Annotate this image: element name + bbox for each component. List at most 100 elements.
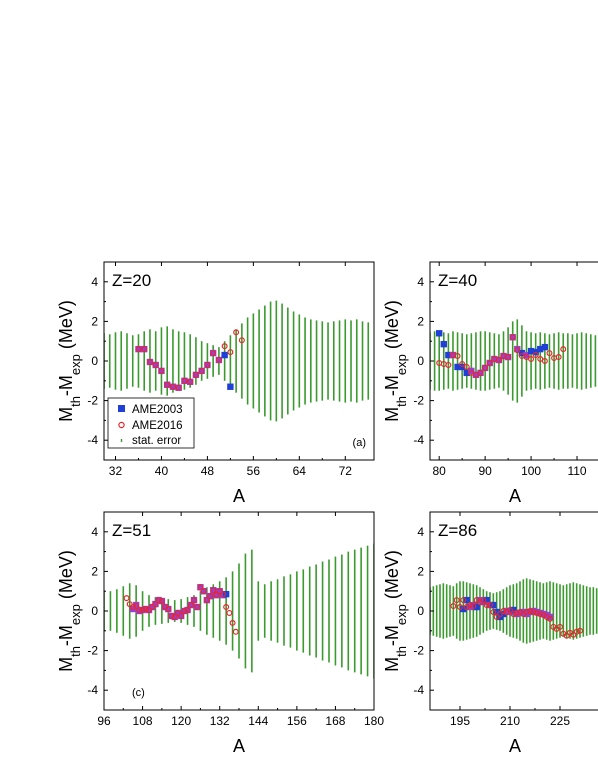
ame2016-point [532,352,539,359]
ame2003-point [203,596,211,604]
ame2016-point [486,359,493,366]
ame2016-point [560,346,567,353]
ame2016-point [480,597,487,604]
ame2003-point [536,609,544,617]
ame2003-point [161,603,169,611]
ame2016-point [169,383,176,390]
ame2003-point [472,371,480,379]
ame2016-point [533,609,540,616]
y-tick-label: 2 [417,564,424,578]
ame2003-point [187,601,194,609]
x-tick-label: 56 [247,464,261,478]
y-tick-label: 4 [417,275,424,289]
z-label: Z=86 [438,521,477,540]
y-tick-label: 4 [417,525,424,539]
ame2003-point [514,345,521,353]
ame2016-point [146,607,153,614]
y-tick-label: -2 [413,644,424,658]
ame2016-point [500,607,507,614]
x-tick-label: 110 [567,464,586,478]
x-tick-label: 90 [478,464,492,478]
ame2003-point [198,367,205,375]
ame2003-point [181,607,188,615]
ame2003-point [184,606,191,614]
ame2003-point [169,383,177,390]
x-tick-label: 156 [287,714,307,728]
ame2003-point [533,608,540,616]
ame2016-point [232,628,239,635]
ame2016-point [541,358,548,365]
ame2003-point [149,603,156,611]
legend-ame2003-marker [118,405,125,412]
x-tick-label: 195 [450,714,470,728]
ame2016-point [526,607,533,614]
ame2003-point [210,587,217,594]
legend-ame2016-label: AME2016 [132,420,183,432]
ame2003-point [440,340,447,348]
ame2016-point [175,384,182,391]
ame2016-point [463,363,470,370]
panel-z86: 195 210 225 -4 -2 0 2 4 Z=86 A Mth-Mexp (MeV) [382,511,598,756]
ame2016-point [139,607,146,614]
ame2016-point [238,337,245,344]
ame2016-point [576,627,583,634]
ame2016-point [513,609,520,616]
x-tick-label: 32 [109,464,123,478]
ame2016-point [510,610,517,617]
ame2003-point [142,605,149,613]
ame2016-point [482,364,489,371]
ame2003-point [222,590,230,598]
ame2003-point [136,607,143,615]
ame2016-point [509,334,516,341]
x-axis-title: A [509,486,521,506]
ame2003-point [192,371,200,379]
ame2003-point [209,349,217,357]
ame2016-point [477,369,484,376]
ame2016-point [523,608,530,615]
y-tick-label: 4 [91,525,98,539]
y-tick-label: -2 [413,394,424,408]
ame2003-point [181,377,188,384]
ame2016-point [570,631,577,638]
ame2003-point [168,612,175,620]
ame2016-point [191,597,198,604]
y-tick-label: 0 [91,354,98,368]
ame2016-point [204,361,211,368]
y-tick-label: -4 [87,433,98,447]
ame2003-point [135,345,142,353]
ame2016-point [126,601,133,608]
ame2003-point [152,600,159,608]
ame2003-point [449,351,457,359]
ame2016-point [187,602,194,609]
ame2016-point [505,354,512,361]
ame2003-point [141,345,148,353]
ame2016-point [184,607,191,614]
ame2016-point [573,628,580,635]
y-tick-label: 0 [417,354,424,368]
ame2003-point [213,591,220,599]
ame2016-point [164,381,171,388]
ame2003-point [486,359,493,367]
y-tick-label: -2 [87,644,98,658]
z-label: Z=51 [112,521,151,540]
y-tick-label: -4 [87,683,98,697]
z-label: Z=20 [112,271,151,290]
ame2016-point [470,603,477,610]
ame2016-point [135,346,142,353]
ame2016-point [497,610,504,617]
ame2016-point [171,613,178,620]
ame2016-point [168,612,175,619]
y-axis-title: Mth-Mexp (MeV) [56,550,83,672]
x-tick-label: 96 [97,714,111,728]
ame2003-point [216,588,223,595]
ame2016-point [457,604,464,611]
ame2016-point [514,347,521,354]
ame2003-point [200,588,207,595]
ame2003-point [509,334,516,341]
x-tick-label: 108 [133,714,153,728]
ame2003-point [541,343,549,351]
ame2003-point [227,383,234,390]
ame2016-point [216,588,223,595]
ame2003-point [504,353,512,361]
